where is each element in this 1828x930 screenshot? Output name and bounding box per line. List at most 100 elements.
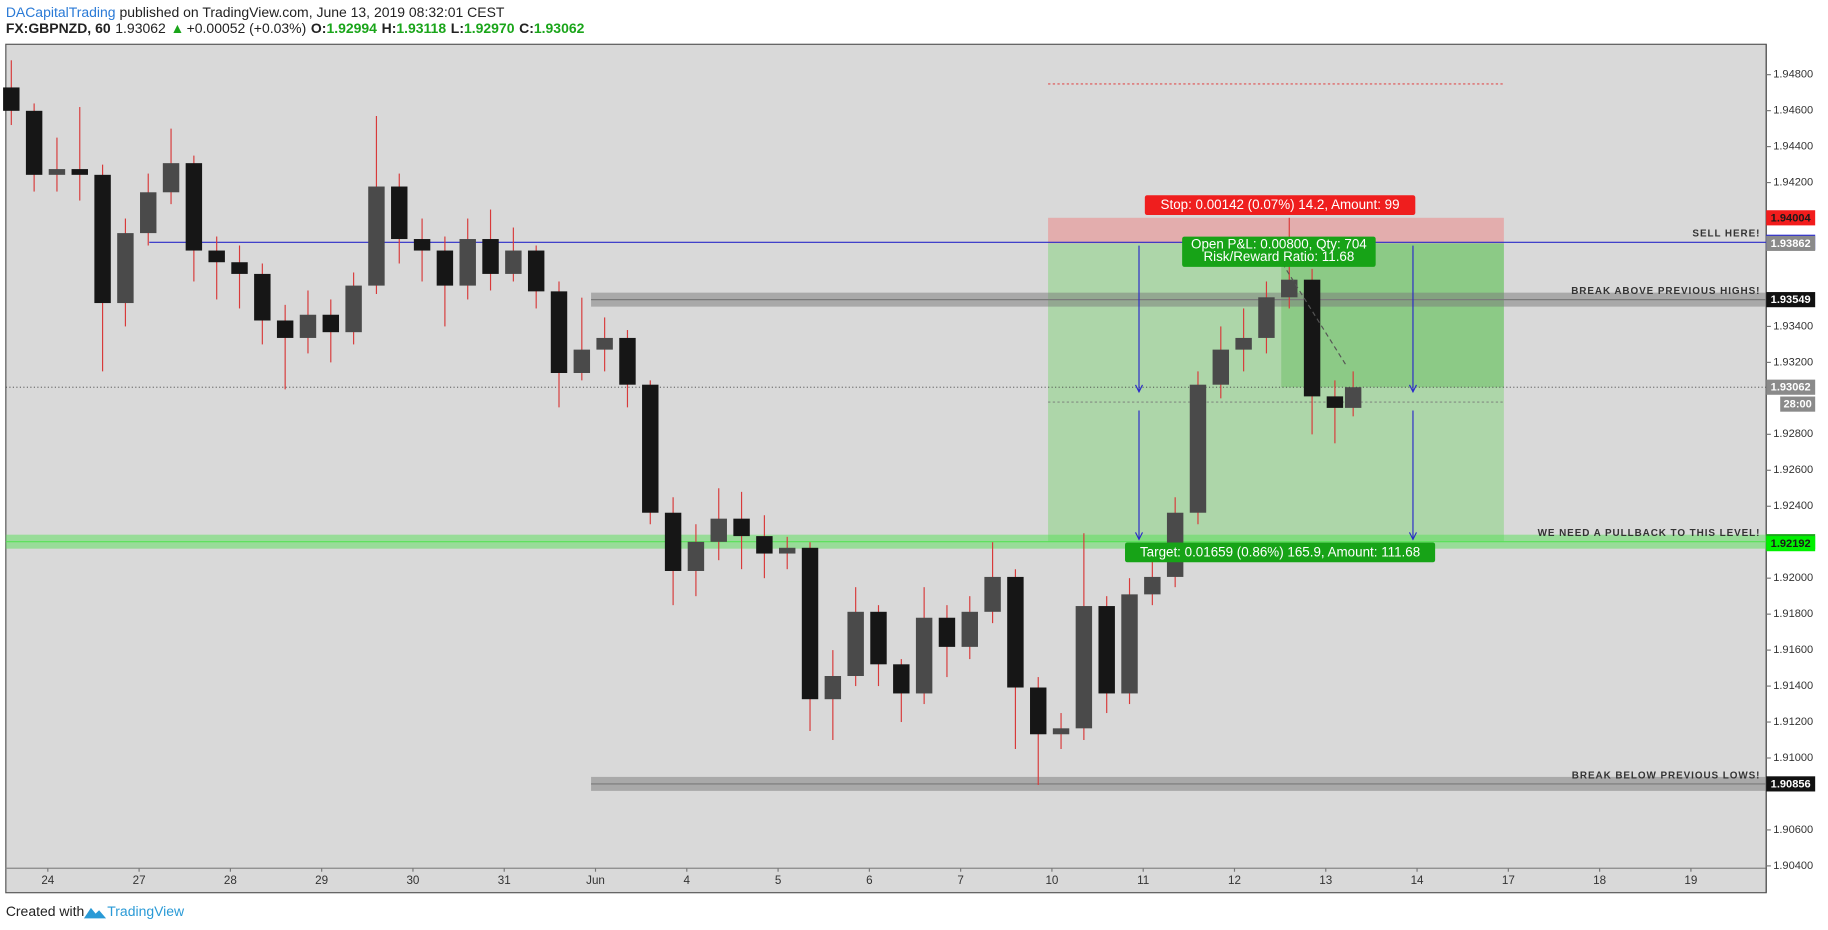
candle-body: [505, 250, 522, 274]
candle-body: [459, 239, 476, 286]
ohlc-part: 1.93118: [396, 20, 446, 36]
ohlc-part: 1.93062: [534, 20, 585, 36]
price-label: 1.93062: [1771, 382, 1811, 394]
candle-body: [778, 547, 796, 554]
candle-body: [185, 163, 203, 251]
y-tick-label: 1.92600: [1773, 464, 1813, 476]
footer-brand[interactable]: TradingView: [107, 903, 185, 919]
y-tick-label: 1.94400: [1773, 141, 1813, 153]
x-tick-label: 12: [1228, 874, 1241, 887]
candle-body: [1144, 576, 1161, 595]
author[interactable]: DACapitalTrading: [6, 4, 116, 20]
y-tick-label: 1.90400: [1773, 860, 1813, 872]
candle-body: [1258, 297, 1275, 338]
last-price: 1.93062: [115, 20, 166, 36]
candle-body: [596, 337, 613, 350]
candle-body: [938, 617, 956, 647]
price-label-box: [1766, 379, 1816, 395]
footer-created: Created with: [6, 903, 84, 919]
symbol: FX:GBPNZD, 60: [6, 20, 111, 36]
x-tick-label: 28: [224, 874, 237, 887]
x-tick-label: 17: [1502, 874, 1515, 887]
candle-body: [687, 541, 705, 571]
x-tick-label: 6: [866, 874, 872, 887]
candle-body: [527, 250, 545, 292]
price-label-box: [1766, 776, 1816, 792]
candle-body: [984, 576, 1001, 612]
countdown: 28:00: [1784, 399, 1812, 411]
pnl-label: Open P&L: 0.00800, Qty: 704: [1191, 236, 1367, 251]
y-tick-label: 1.92400: [1773, 500, 1813, 512]
candle-body: [299, 314, 317, 338]
ohlc-part: H:: [382, 20, 397, 36]
price-label: 1.92192: [1771, 538, 1811, 550]
ohlc-part: L:: [451, 20, 464, 36]
change: +0.00052 (+0.03%): [187, 20, 307, 36]
candle-body: [162, 163, 180, 193]
x-tick-label: 4: [684, 874, 691, 887]
change-arrow: ▲: [170, 20, 184, 36]
candle-body: [1030, 687, 1047, 735]
y-tick-label: 1.90600: [1773, 824, 1813, 836]
candle-body: [1007, 576, 1024, 688]
candle-body: [915, 617, 933, 694]
price-label: 1.90856: [1771, 778, 1811, 790]
candle-body: [573, 349, 591, 374]
pnl-box: [1182, 236, 1376, 267]
level-text: BREAK BELOW PREVIOUS LOWS!: [1572, 770, 1761, 781]
candle-body: [870, 611, 887, 665]
x-tick-label: 29: [315, 874, 328, 887]
candle-body: [893, 664, 910, 694]
candle-body: [1098, 606, 1115, 694]
y-tick-label: 1.93400: [1773, 320, 1813, 332]
candle-body: [368, 186, 385, 286]
y-tick-label: 1.93200: [1773, 356, 1813, 368]
y-tick-label: 1.94200: [1773, 176, 1813, 188]
x-tick-label: 11: [1137, 874, 1149, 887]
x-tick-label: 19: [1684, 874, 1697, 887]
candle-body: [1235, 337, 1252, 350]
candle-body: [1303, 279, 1321, 397]
x-tick-label: 31: [498, 874, 511, 887]
price-label: 1.93862: [1771, 238, 1811, 250]
target-label: Target: 0.01659 (0.86%) 165.9, Amount: 1…: [1140, 545, 1420, 560]
candle-body: [642, 384, 659, 513]
candle-body: [94, 174, 111, 304]
price-label-box: [1766, 536, 1816, 552]
x-tick-label: 7: [957, 874, 963, 887]
candle-body: [231, 262, 248, 274]
level-text: SELL HERE!: [1692, 229, 1760, 240]
candle-body: [140, 192, 157, 234]
x-tick-label: 5: [775, 874, 781, 887]
trade-path: [1281, 263, 1348, 367]
arrow-head: [1408, 532, 1417, 541]
candle-body: [1344, 387, 1362, 408]
y-tick-label: 1.92000: [1773, 572, 1813, 584]
price-label-box: [1766, 292, 1816, 308]
candle-body: [1281, 279, 1298, 298]
y-tick-label: 1.91600: [1773, 644, 1813, 656]
candle-body: [733, 518, 750, 537]
price-label-box: [1766, 235, 1816, 251]
candle-body: [322, 314, 340, 333]
symbol-line: FX:GBPNZD, 60 1.93062 ▲ +0.00052 (+0.03%) O:…: [6, 20, 585, 36]
ohlc-part: C:: [519, 20, 534, 36]
candle-body: [208, 250, 225, 263]
x-tick-label: 14: [1411, 874, 1424, 887]
y-tick-label: 1.91400: [1773, 680, 1813, 692]
chart-layer: 24 27 28 29 30 31 Jun 4 5 6 7 10 11 12 13 14 17 18 19 1.948…: [3, 60, 1816, 887]
arrow-head: [1134, 384, 1144, 394]
ohlc-part: O:: [311, 20, 327, 36]
y-tick-label: 1.92800: [1773, 428, 1813, 440]
ohlc-part: 1.92994: [326, 20, 377, 36]
candle-body: [345, 285, 362, 333]
candle-body: [1052, 728, 1070, 735]
ohlc-part: 1.92970: [464, 20, 515, 36]
target-label-box: [1125, 542, 1436, 563]
plot-area: [5, 43, 1767, 894]
candle-body: [619, 337, 636, 385]
rr-label: Risk/Reward Ratio: 11.68: [1203, 249, 1354, 264]
x-tick-label: 30: [406, 874, 419, 887]
candle-body: [1075, 606, 1093, 729]
